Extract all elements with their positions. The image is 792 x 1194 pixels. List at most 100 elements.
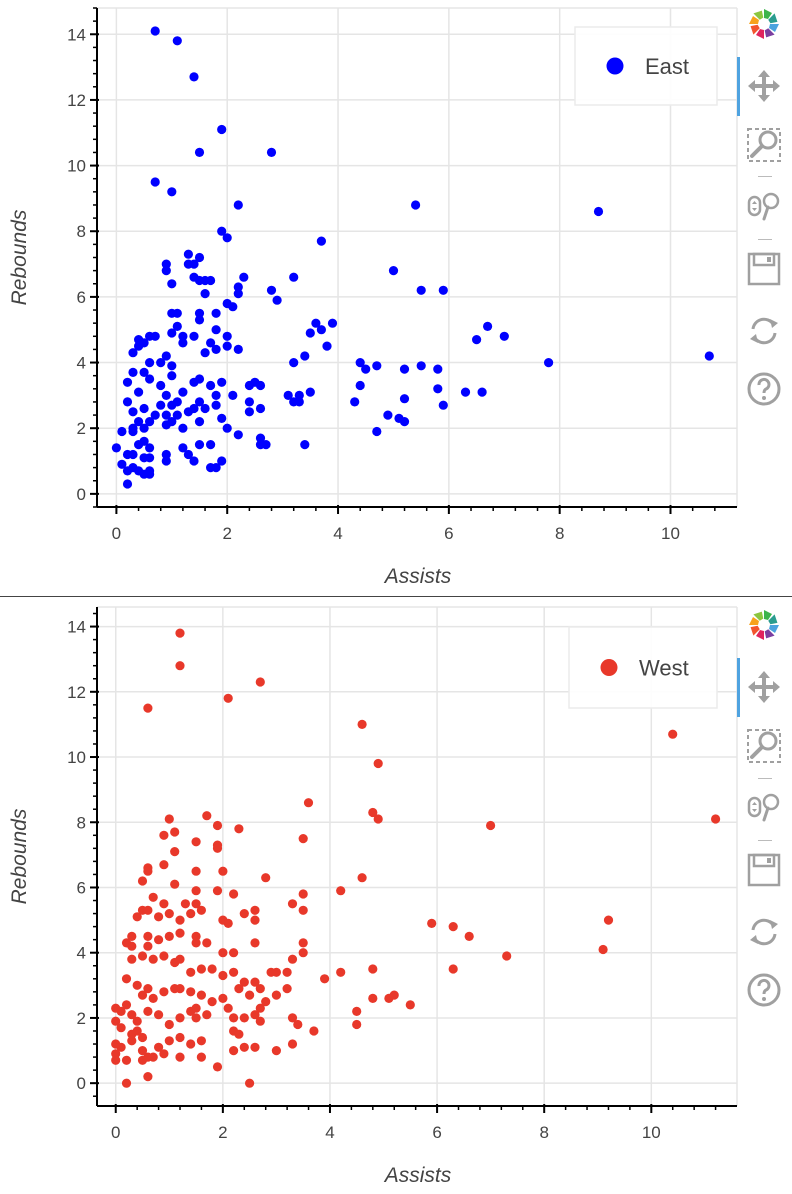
data-point[interactable]: [229, 1013, 239, 1023]
data-point[interactable]: [372, 361, 382, 371]
data-point[interactable]: [145, 453, 155, 463]
data-point[interactable]: [143, 931, 153, 941]
data-point[interactable]: [250, 977, 260, 987]
data-point[interactable]: [121, 1055, 132, 1065]
data-point[interactable]: [167, 371, 177, 381]
data-point[interactable]: [116, 1023, 126, 1033]
data-point[interactable]: [234, 984, 244, 994]
west-scatter-plot[interactable]: 0 2 4 6 8 10 12 14 0 2 4 6 8 10 Assists Rebounds West: [0, 597, 738, 1194]
data-point[interactable]: [438, 400, 448, 410]
data-point[interactable]: [228, 390, 238, 400]
data-point[interactable]: [116, 1006, 126, 1016]
data-point[interactable]: [178, 338, 188, 348]
data-point[interactable]: [448, 964, 458, 974]
data-point[interactable]: [271, 967, 281, 977]
data-point[interactable]: [183, 449, 193, 460]
data-point[interactable]: [175, 1032, 185, 1043]
data-point[interactable]: [161, 266, 171, 276]
data-point[interactable]: [132, 912, 142, 922]
data-point[interactable]: [298, 905, 308, 915]
data-point[interactable]: [229, 889, 239, 899]
data-point[interactable]: [139, 367, 149, 377]
data-point[interactable]: [127, 931, 137, 941]
data-point[interactable]: [389, 990, 399, 1000]
data-point[interactable]: [186, 1039, 196, 1049]
data-point[interactable]: [159, 899, 169, 909]
data-point[interactable]: [139, 436, 149, 446]
data-point[interactable]: [486, 820, 496, 831]
data-point[interactable]: [368, 807, 378, 818]
data-point[interactable]: [191, 1003, 201, 1013]
data-point[interactable]: [148, 892, 158, 902]
data-point[interactable]: [271, 1046, 281, 1056]
data-point[interactable]: [544, 358, 554, 368]
data-point[interactable]: [250, 1010, 260, 1020]
data-point[interactable]: [161, 259, 171, 269]
data-point[interactable]: [433, 364, 443, 374]
data-point[interactable]: [170, 847, 180, 857]
data-point[interactable]: [357, 719, 367, 729]
data-point[interactable]: [178, 331, 188, 341]
data-point[interactable]: [233, 430, 243, 440]
data-point[interactable]: [212, 820, 223, 831]
data-point[interactable]: [148, 993, 158, 1003]
data-point[interactable]: [373, 814, 383, 824]
data-point[interactable]: [320, 974, 330, 984]
data-point[interactable]: [194, 315, 205, 325]
data-point[interactable]: [309, 1026, 319, 1036]
data-point[interactable]: [233, 344, 243, 354]
data-point[interactable]: [255, 403, 266, 414]
data-point[interactable]: [145, 374, 155, 384]
data-point[interactable]: [128, 426, 138, 437]
data-point[interactable]: [399, 394, 410, 404]
data-point[interactable]: [143, 984, 153, 994]
data-point[interactable]: [196, 905, 206, 915]
data-point[interactable]: [156, 358, 166, 368]
data-point[interactable]: [154, 1042, 164, 1052]
data-point[interactable]: [202, 938, 212, 948]
data-point[interactable]: [178, 423, 188, 433]
data-point[interactable]: [603, 915, 614, 925]
data-point[interactable]: [178, 387, 188, 397]
data-point[interactable]: [593, 206, 604, 217]
data-point[interactable]: [111, 1016, 121, 1026]
data-point[interactable]: [161, 351, 171, 361]
box-zoom-tool-icon[interactable]: [746, 127, 782, 163]
data-point[interactable]: [167, 279, 177, 289]
data-point[interactable]: [194, 440, 205, 450]
data-point[interactable]: [234, 824, 244, 834]
data-point[interactable]: [134, 387, 144, 397]
data-point[interactable]: [150, 331, 160, 341]
data-point[interactable]: [145, 358, 155, 368]
data-point[interactable]: [150, 410, 160, 420]
data-point[interactable]: [217, 226, 227, 236]
data-point[interactable]: [405, 1000, 415, 1010]
data-point[interactable]: [438, 285, 448, 295]
data-point[interactable]: [266, 285, 277, 295]
data-point[interactable]: [416, 361, 426, 371]
data-point[interactable]: [239, 977, 249, 987]
data-point[interactable]: [132, 980, 142, 990]
data-point[interactable]: [350, 397, 360, 407]
data-point[interactable]: [229, 967, 239, 977]
data-point[interactable]: [143, 1006, 153, 1016]
data-point[interactable]: [167, 328, 177, 338]
data-point[interactable]: [191, 886, 201, 896]
data-point[interactable]: [228, 302, 238, 312]
data-point[interactable]: [116, 1042, 126, 1052]
data-point[interactable]: [261, 873, 271, 883]
data-point[interactable]: [127, 1036, 137, 1046]
data-point[interactable]: [143, 866, 153, 876]
data-point[interactable]: [711, 814, 721, 824]
data-point[interactable]: [167, 187, 177, 197]
data-point[interactable]: [134, 341, 144, 351]
data-point[interactable]: [161, 456, 171, 466]
data-point[interactable]: [289, 272, 299, 282]
data-point[interactable]: [200, 289, 210, 299]
data-point[interactable]: [448, 922, 458, 932]
data-point[interactable]: [175, 628, 185, 638]
data-point[interactable]: [211, 400, 221, 410]
data-point[interactable]: [143, 905, 153, 915]
data-point[interactable]: [294, 397, 304, 407]
data-point[interactable]: [211, 390, 221, 400]
